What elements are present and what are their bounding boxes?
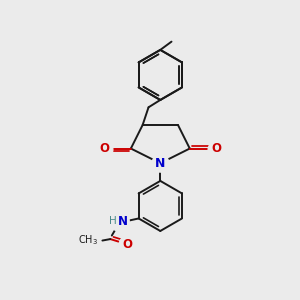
- Text: O: O: [211, 142, 221, 155]
- Text: N: N: [155, 157, 166, 170]
- Text: N: N: [117, 215, 128, 228]
- Text: H: H: [110, 216, 117, 226]
- Text: O: O: [122, 238, 132, 251]
- Text: N: N: [155, 157, 166, 170]
- Text: O: O: [99, 142, 110, 155]
- Text: CH$_3$: CH$_3$: [78, 234, 98, 248]
